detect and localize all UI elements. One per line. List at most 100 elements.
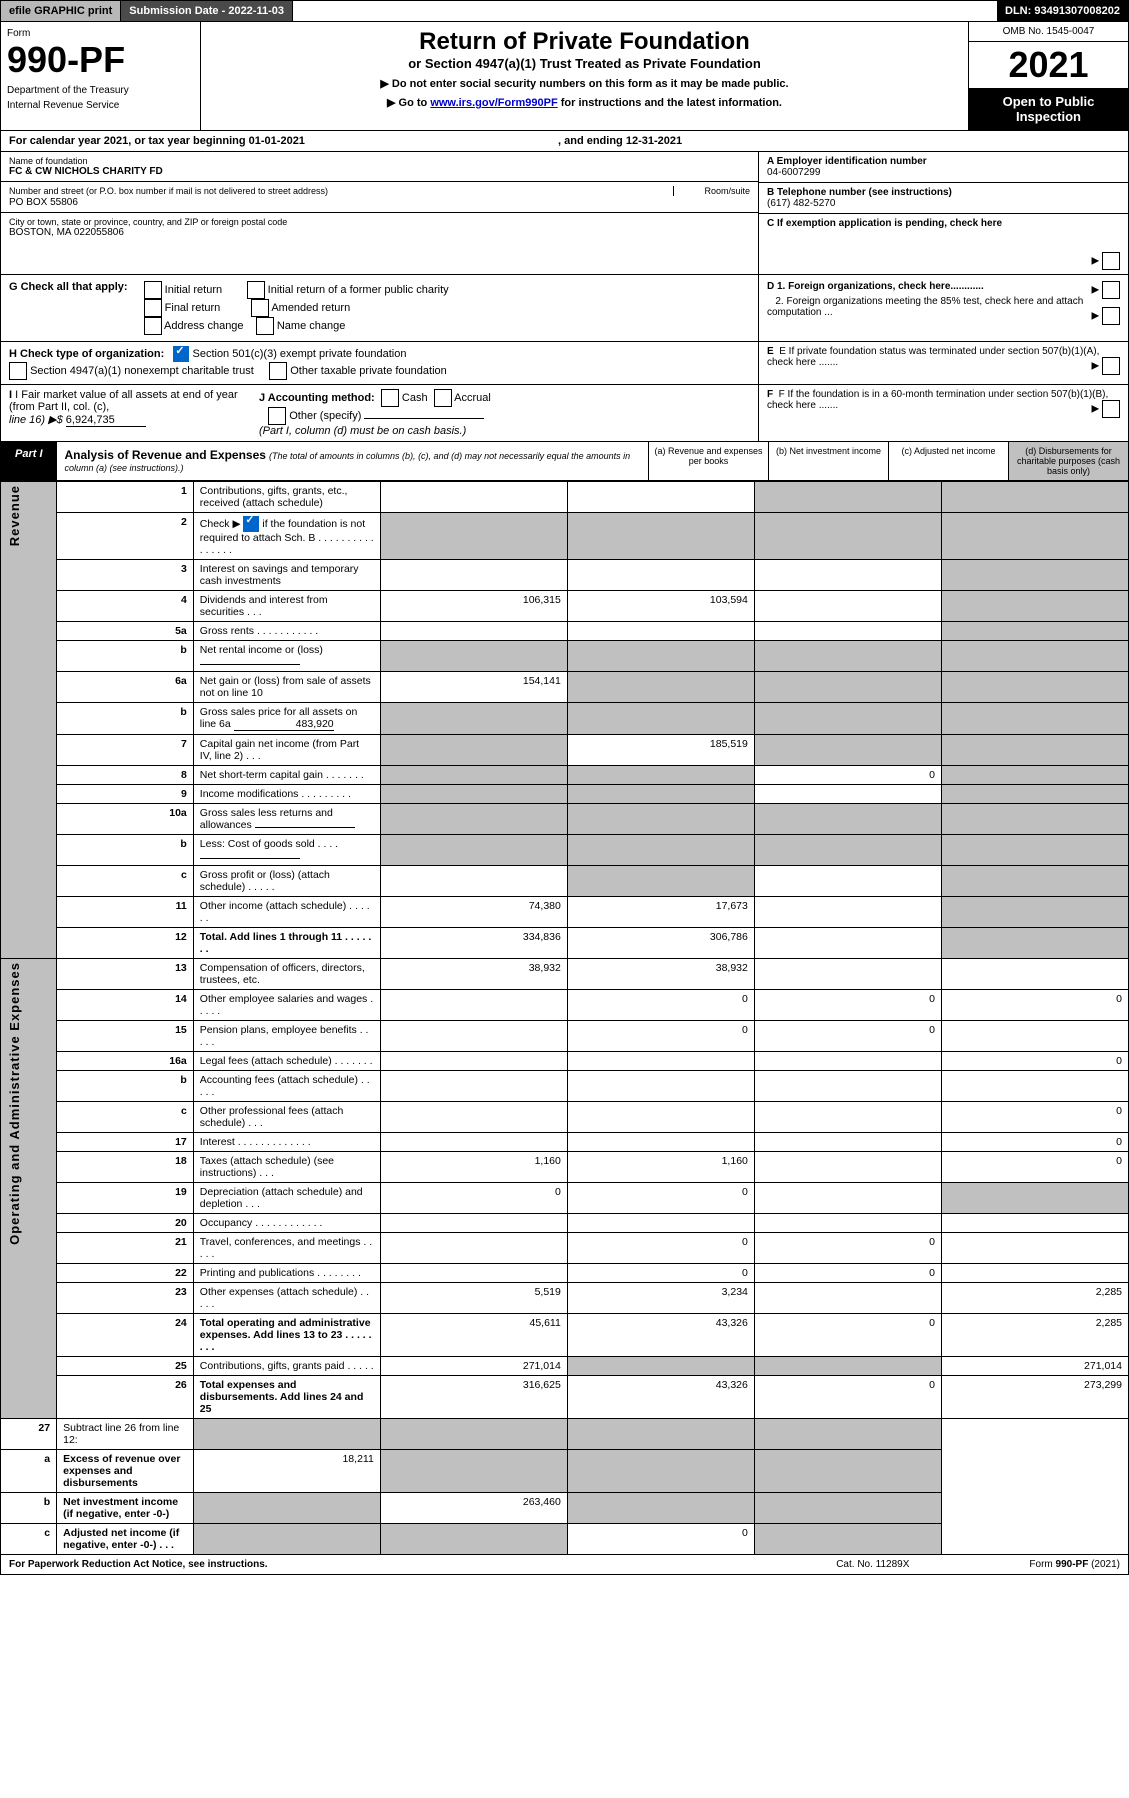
checkbox-d2[interactable]: [1102, 307, 1120, 325]
line-desc: Interest . . . . . . . . . . . . .: [193, 1133, 380, 1152]
phone-cell: B Telephone number (see instructions) (6…: [759, 183, 1128, 214]
amt-cell: 106,315: [380, 591, 567, 622]
line-no: 19: [57, 1183, 194, 1214]
amt-gray: [754, 1450, 941, 1493]
checkbox-initial[interactable]: [144, 281, 162, 299]
amt-cell: [380, 1233, 567, 1264]
amt-cell: [941, 1021, 1128, 1052]
checkbox-final[interactable]: [144, 299, 162, 317]
amt-cell: 2,285: [941, 1314, 1128, 1357]
side-label: Revenue: [1, 482, 57, 959]
amt-cell: [380, 866, 567, 897]
checkbox-other-taxable[interactable]: [269, 362, 287, 380]
amt-cell: 2,285: [941, 1283, 1128, 1314]
amt-cell: [754, 1214, 941, 1233]
amt-cell: [754, 1071, 941, 1102]
amt-gray: [380, 513, 567, 560]
line-desc: Gross sales less returns and allowances: [193, 804, 380, 835]
checkbox-name[interactable]: [256, 317, 274, 335]
year-block: OMB No. 1545-0047 2021 Open to Public In…: [968, 22, 1128, 130]
checkbox-schb[interactable]: [243, 516, 259, 532]
amt-cell: [754, 1102, 941, 1133]
amt-cell: [754, 866, 941, 897]
amt-cell: [567, 1071, 754, 1102]
amt-cell: 5,519: [380, 1283, 567, 1314]
amt-cell: 306,786: [567, 928, 754, 959]
line-desc: Contributions, gifts, grants, etc., rece…: [193, 482, 380, 513]
line-desc: Income modifications . . . . . . . . .: [193, 785, 380, 804]
amt-cell: 1,160: [567, 1152, 754, 1183]
amt-gray: [567, 766, 754, 785]
line-no: c: [1, 1524, 57, 1555]
checkbox-501c3[interactable]: [173, 346, 189, 362]
amt-gray: [941, 804, 1128, 835]
checkbox-f[interactable]: [1102, 400, 1120, 418]
dln: DLN: 93491307008202: [997, 1, 1128, 21]
line-no: 1: [57, 482, 194, 513]
amt-cell: 316,625: [380, 1376, 567, 1419]
line-no: 27: [1, 1419, 57, 1450]
checkbox-other-acct[interactable]: [268, 407, 286, 425]
amt-cell: 0: [941, 1052, 1128, 1071]
checkbox-e[interactable]: [1102, 357, 1120, 375]
amt-cell: [754, 1152, 941, 1183]
amt-cell: 0: [567, 1183, 754, 1214]
amt-cell: 0: [754, 1264, 941, 1283]
line-desc: Depreciation (attach schedule) and deple…: [193, 1183, 380, 1214]
checkbox-accrual[interactable]: [434, 389, 452, 407]
checkbox-address[interactable]: [144, 317, 162, 335]
line-no: 6a: [57, 672, 194, 703]
col-b-hdr: (b) Net investment income: [768, 442, 888, 480]
amt-gray: [567, 804, 754, 835]
amt-gray: [567, 1419, 754, 1450]
amt-gray: [380, 785, 567, 804]
line-no: 15: [57, 1021, 194, 1052]
checkbox-initial-former[interactable]: [247, 281, 265, 299]
amt-gray: [941, 641, 1128, 672]
address-cell: Number and street (or P.O. box number if…: [1, 182, 758, 213]
amt-cell: 18,211: [193, 1450, 380, 1493]
line-no: 10a: [57, 804, 194, 835]
amt-cell: 0: [567, 1233, 754, 1264]
line-desc: Other professional fees (attach schedule…: [193, 1102, 380, 1133]
amt-cell: [754, 560, 941, 591]
checkbox-d1[interactable]: [1102, 281, 1120, 299]
checkbox-4947[interactable]: [9, 362, 27, 380]
amt-cell: 185,519: [567, 735, 754, 766]
amt-gray: [380, 766, 567, 785]
line-no: c: [57, 1102, 194, 1133]
topbar: efile GRAPHIC print Submission Date - 20…: [0, 0, 1129, 22]
amt-cell: [754, 1183, 941, 1214]
checkbox-amended[interactable]: [251, 299, 269, 317]
amt-gray: [567, 703, 754, 735]
amt-cell: 271,014: [380, 1357, 567, 1376]
amt-cell: [941, 959, 1128, 990]
amt-gray: [193, 1493, 380, 1524]
amt-gray: [380, 703, 567, 735]
amt-cell: 0: [567, 1524, 754, 1555]
checkbox-cash[interactable]: [381, 389, 399, 407]
amt-gray: [941, 703, 1128, 735]
line-no: 8: [57, 766, 194, 785]
amt-cell: [754, 591, 941, 622]
line-desc: Net investment income (if negative, ente…: [57, 1493, 194, 1524]
amt-gray: [941, 928, 1128, 959]
amt-cell: [380, 1264, 567, 1283]
amt-cell: 0: [754, 766, 941, 785]
amt-cell: [754, 928, 941, 959]
amt-gray: [941, 866, 1128, 897]
amt-gray: [941, 622, 1128, 641]
amt-cell: 0: [754, 1314, 941, 1357]
instructions-link[interactable]: www.irs.gov/Form990PF: [430, 97, 557, 109]
amt-cell: 38,932: [567, 959, 754, 990]
line-no: 25: [57, 1357, 194, 1376]
efile-badge: efile GRAPHIC print: [1, 1, 121, 21]
line-no: 5a: [57, 622, 194, 641]
checkbox-c[interactable]: [1102, 252, 1120, 270]
line-no: a: [1, 1450, 57, 1493]
line-no: 16a: [57, 1052, 194, 1071]
part1-header: Part I Analysis of Revenue and Expenses …: [0, 442, 1129, 481]
amt-cell: 74,380: [380, 897, 567, 928]
ein-cell: A Employer identification number 04-6007…: [759, 152, 1128, 183]
line-no: 23: [57, 1283, 194, 1314]
